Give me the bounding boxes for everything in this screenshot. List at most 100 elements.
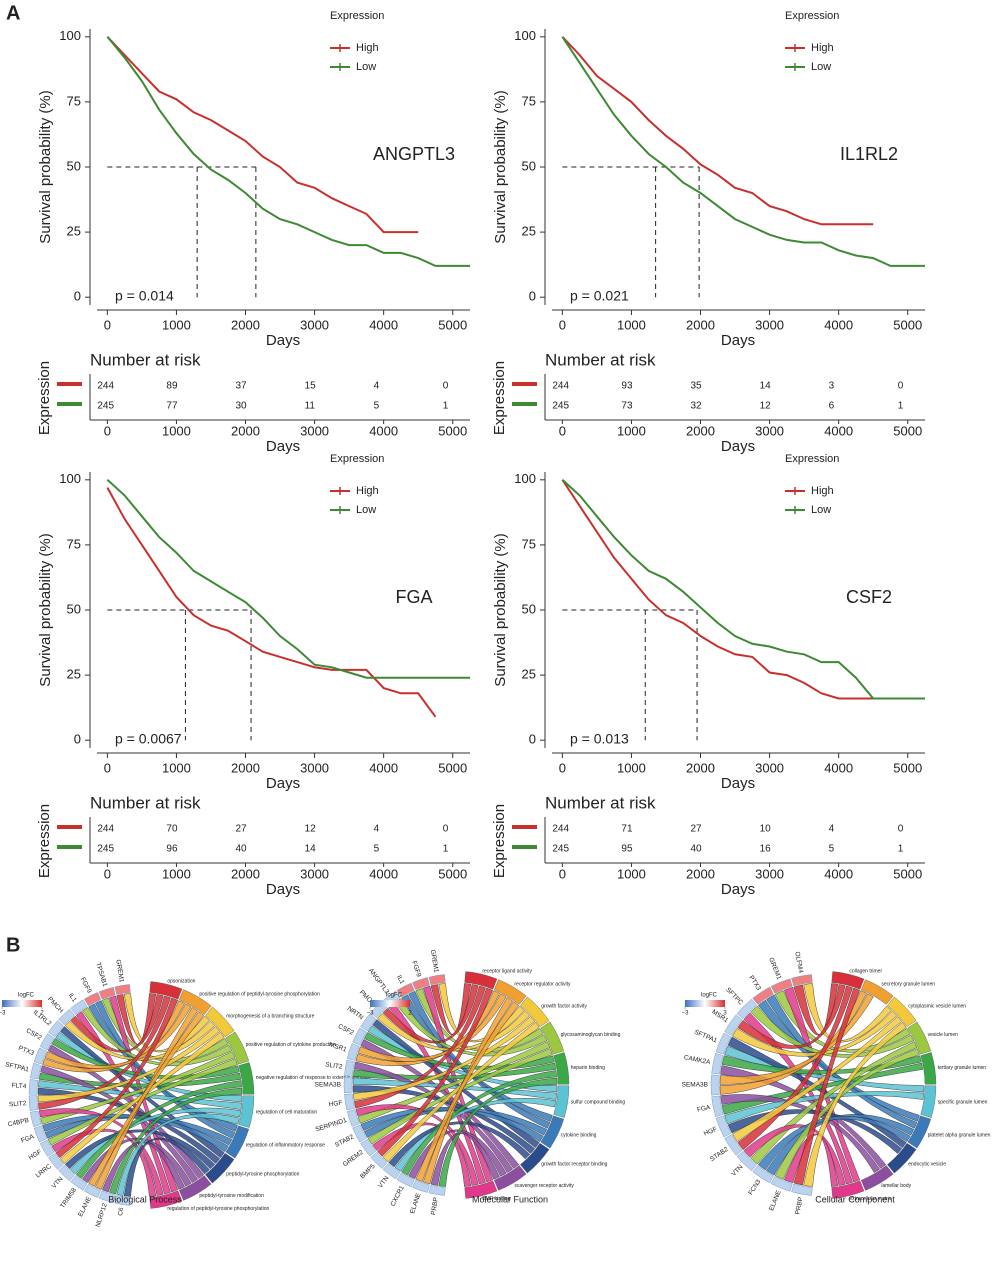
term-segment (205, 1152, 235, 1184)
y-tick-label: 0 (74, 732, 81, 747)
gene-label: ANGPTL3 (373, 144, 455, 164)
gene-label: CAMK2A (683, 1054, 711, 1066)
gene-label: BMP5 (359, 1163, 377, 1181)
gene-segment (770, 1176, 793, 1192)
gene-label: CXCR1 (390, 1184, 407, 1207)
chord-ribbon (357, 993, 507, 1062)
legend-title: Expression (785, 10, 839, 22)
term-label: regulation of peptidyl-tyrosine phosphor… (167, 1206, 269, 1212)
chord-ribbon (727, 1036, 907, 1149)
x-tick-label: 0 (104, 760, 111, 775)
risk-count: 4 (829, 824, 835, 835)
gene-segment (352, 1124, 367, 1143)
legend-label: Low (356, 61, 376, 73)
gene-segment (33, 1047, 48, 1065)
gene-segment (370, 1151, 388, 1169)
term-segment (907, 1021, 932, 1055)
gene-segment (724, 1014, 743, 1036)
gene-segment (346, 1109, 360, 1127)
risk-count: 244 (97, 381, 114, 392)
term-label: growth factor receptor binding (541, 1161, 607, 1167)
risk-count: 5 (374, 401, 380, 412)
risk-x-tick-label: 1000 (162, 866, 191, 881)
risk-y-label: Expression (36, 804, 53, 878)
gene-segment (382, 1163, 401, 1180)
x-tick-label: 4000 (369, 760, 398, 775)
risk-x-tick-label: 4000 (824, 866, 853, 881)
chord-ribbon (721, 1062, 924, 1115)
scale-tick-label: −3 (682, 1011, 690, 1017)
risk-count: 245 (97, 844, 114, 855)
survival-curve (561, 479, 891, 700)
gene-label: PTX3 (747, 974, 762, 992)
term-label: tertiary granule lumen (938, 1065, 987, 1071)
gene-segment (114, 1195, 131, 1206)
y-tick-label: 50 (522, 601, 536, 616)
term-label: heparin binding (571, 1065, 605, 1071)
gene-segment (98, 1190, 116, 1204)
y-axis-label: Survival probability (%) (37, 90, 54, 243)
chord-ribbon (357, 1041, 551, 1124)
gene-label: SFTPA1 (693, 1029, 718, 1045)
legend-title: Expression (330, 453, 384, 465)
risk-count: 37 (236, 381, 248, 392)
gene-label: IL1 (67, 992, 78, 1004)
term-label: specific granule lumen (938, 1100, 988, 1106)
y-axis-label: Survival probability (%) (492, 533, 509, 686)
chord-ribbon (757, 999, 920, 1122)
chord-ribbon (719, 990, 867, 1095)
legend-label: High (356, 485, 379, 497)
gene-segment (83, 992, 102, 1007)
gene-segment (83, 1183, 102, 1198)
chord-ribbon (123, 1137, 210, 1197)
term-segment (493, 979, 527, 1005)
risk-x-tick-label: 0 (104, 866, 111, 881)
legend-title: logFC (701, 993, 718, 999)
gene-segment (70, 999, 88, 1015)
scale-tick-label: 2 (40, 1011, 44, 1017)
risk-x-tick-label: 3000 (755, 423, 784, 438)
term-segment (907, 1115, 932, 1149)
term-label: BMP binding (482, 1196, 510, 1202)
survival-curve (561, 36, 874, 226)
term-segment (540, 1115, 565, 1149)
gene-label: STAB2 (334, 1133, 355, 1148)
risk-count: 30 (236, 401, 248, 412)
risk-count: 245 (552, 844, 569, 855)
gene-segment (360, 1138, 377, 1157)
risk-count: 244 (552, 381, 569, 392)
gene-label: FGA (395, 587, 432, 607)
gene-segment (791, 974, 813, 987)
risk-count: 1 (898, 401, 904, 412)
gene-label: GREM1 (429, 949, 440, 973)
term-segment (831, 1180, 865, 1199)
risk-x-tick-label: 0 (559, 423, 566, 438)
risk-count: 3 (829, 381, 835, 392)
survival-curve (561, 479, 925, 700)
x-tick-label: 3000 (755, 760, 784, 775)
term-label: lamellar body (881, 1183, 911, 1189)
gene-label: CSF2 (846, 587, 892, 607)
x-tick-label: 5000 (893, 760, 922, 775)
survival-curve (106, 487, 437, 718)
survival-curve (106, 36, 470, 267)
gene-label: FGA (696, 1104, 711, 1114)
p-value: p = 0.014 (115, 288, 174, 304)
term-label: regulation of inflammatory response (246, 1143, 326, 1149)
risk-count: 35 (691, 381, 703, 392)
scale-tick-label: −3 (0, 1011, 6, 1017)
gene-label: SEMA3B (315, 1082, 341, 1089)
risk-x-tick-label: 5000 (893, 423, 922, 438)
term-label: cytokine binding (561, 1133, 597, 1139)
chord-ribbon (719, 993, 874, 1085)
gene-segment (360, 1013, 377, 1032)
risk-title: Number at risk (90, 793, 201, 812)
x-tick-label: 3000 (300, 317, 329, 332)
x-tick-label: 2000 (231, 760, 260, 775)
risk-count: 15 (305, 381, 317, 392)
chord-ribbon (95, 1007, 198, 1190)
gene-label: LRRC (35, 1163, 53, 1180)
risk-title: Number at risk (545, 793, 656, 812)
chord-ribbon (803, 1021, 907, 1187)
